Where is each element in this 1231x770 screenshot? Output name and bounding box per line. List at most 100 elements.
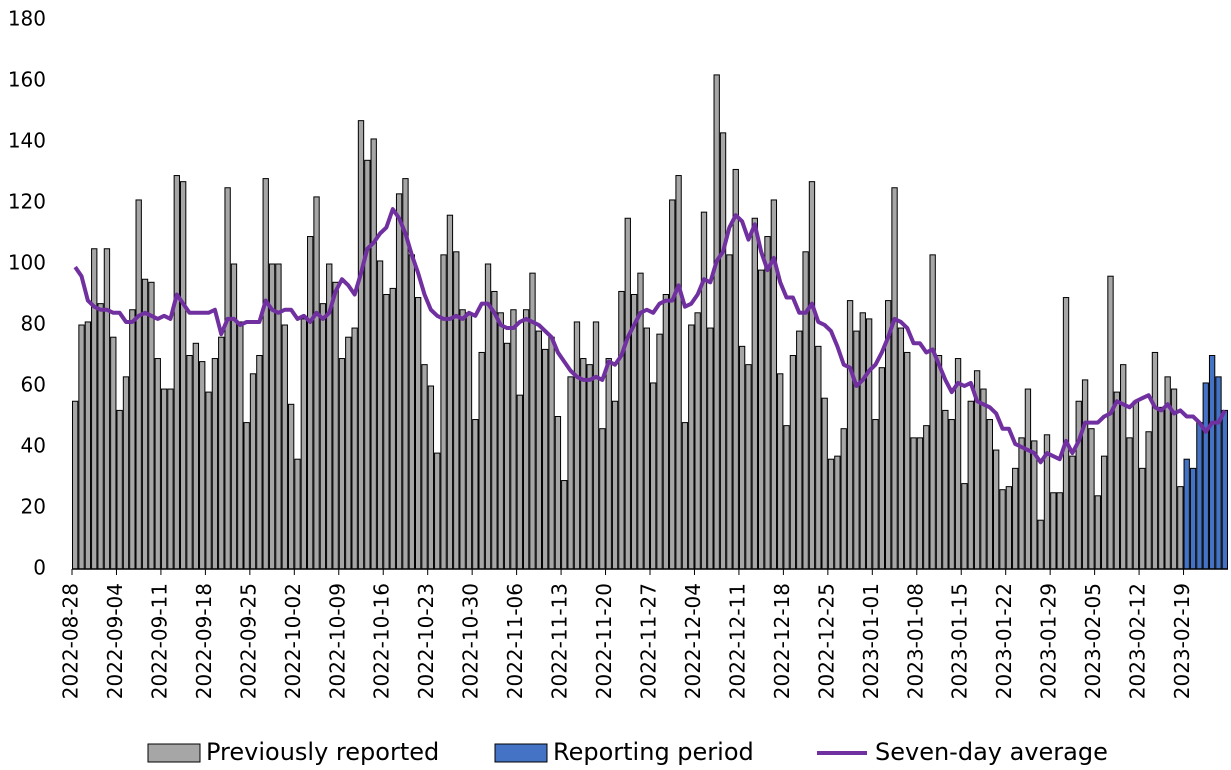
bar — [497, 312, 504, 570]
bar — [148, 281, 155, 570]
bar — [878, 367, 886, 570]
bar — [103, 248, 111, 570]
bar — [567, 376, 574, 570]
x-tick-label: 2023-02-12 — [1126, 583, 1150, 699]
bar — [783, 425, 790, 570]
bar — [364, 159, 371, 570]
bar — [192, 342, 200, 570]
x-tick-label: 2023-01-22 — [992, 583, 1016, 699]
x-tick-label: 2022-12-11 — [725, 583, 749, 699]
bar — [580, 358, 587, 570]
bar — [465, 312, 473, 570]
y-tick-label: 80 — [21, 312, 46, 336]
y-tick-label: 100 — [8, 251, 46, 275]
bar — [1024, 388, 1032, 570]
x-tick-label: 2022-09-11 — [147, 583, 171, 699]
x-tick-label: 2023-01-08 — [903, 583, 927, 699]
y-tick-label: 180 — [8, 7, 46, 31]
bar — [904, 351, 911, 570]
y-tick-label: 40 — [21, 434, 46, 458]
bar — [78, 324, 85, 570]
bar — [726, 254, 733, 570]
x-tick-label: 2022-11-27 — [637, 583, 661, 699]
bar — [376, 260, 384, 570]
line — [73, 207, 1227, 465]
bar — [554, 416, 562, 570]
x-tick-label: 2023-01-29 — [1037, 583, 1061, 699]
bar — [294, 458, 301, 570]
bar — [1012, 467, 1019, 570]
bar — [961, 483, 968, 570]
bar — [745, 364, 752, 570]
bar — [179, 181, 187, 570]
bar — [1170, 388, 1178, 570]
bar — [116, 409, 123, 570]
bar — [1031, 440, 1038, 570]
bar — [319, 303, 327, 570]
bar — [802, 251, 809, 570]
bar — [872, 419, 879, 570]
bar — [522, 309, 530, 570]
bar — [510, 309, 517, 570]
bar — [237, 321, 244, 570]
bar — [827, 458, 835, 570]
legend-label: Seven-day average — [875, 738, 1108, 766]
bar — [1005, 486, 1013, 570]
bar — [865, 318, 873, 570]
y-tick-label: 60 — [21, 373, 46, 397]
bar — [897, 327, 905, 570]
bar — [332, 281, 339, 570]
bar — [1094, 495, 1101, 570]
bar — [167, 388, 174, 570]
bar — [472, 419, 479, 570]
x-tick-label: 2022-11-06 — [503, 583, 527, 699]
bar — [370, 138, 377, 570]
bar — [586, 364, 593, 570]
bar — [383, 294, 390, 570]
bar — [389, 287, 396, 570]
bar — [1208, 355, 1216, 570]
bar — [478, 351, 485, 570]
bar — [980, 388, 987, 570]
bar — [999, 489, 1006, 570]
bar — [1107, 275, 1114, 570]
bar — [923, 425, 930, 570]
bar — [694, 312, 701, 570]
x-tick-label: 2022-10-23 — [414, 583, 438, 699]
bar — [516, 394, 523, 570]
bar — [307, 236, 314, 570]
bar — [770, 199, 778, 570]
bar — [224, 187, 231, 570]
bar — [1069, 455, 1076, 570]
x-tick-label: 2023-02-05 — [1081, 583, 1105, 699]
bar — [732, 168, 739, 570]
bar — [338, 358, 346, 570]
bar — [967, 400, 974, 570]
bar — [618, 290, 625, 570]
bar — [1120, 364, 1127, 570]
bar — [688, 324, 695, 570]
bar — [141, 278, 149, 570]
bar — [199, 361, 206, 570]
bar — [440, 254, 447, 570]
x-tick-label: 2022-12-18 — [770, 583, 794, 699]
y-tick-label: 120 — [8, 190, 46, 214]
bar — [427, 385, 435, 570]
bar — [592, 321, 600, 570]
legend-swatch — [147, 743, 201, 763]
bar — [446, 214, 454, 570]
bar — [218, 336, 225, 570]
bar — [700, 211, 708, 570]
bar — [281, 324, 288, 570]
bar — [1158, 406, 1165, 570]
bar — [599, 428, 606, 570]
bar — [891, 187, 898, 570]
legend-swatch — [494, 743, 548, 763]
bar — [408, 254, 415, 570]
bar — [611, 400, 619, 570]
bar — [757, 269, 765, 570]
bar — [573, 321, 581, 570]
y-tick-label: 160 — [8, 68, 46, 92]
bar — [1062, 297, 1070, 570]
